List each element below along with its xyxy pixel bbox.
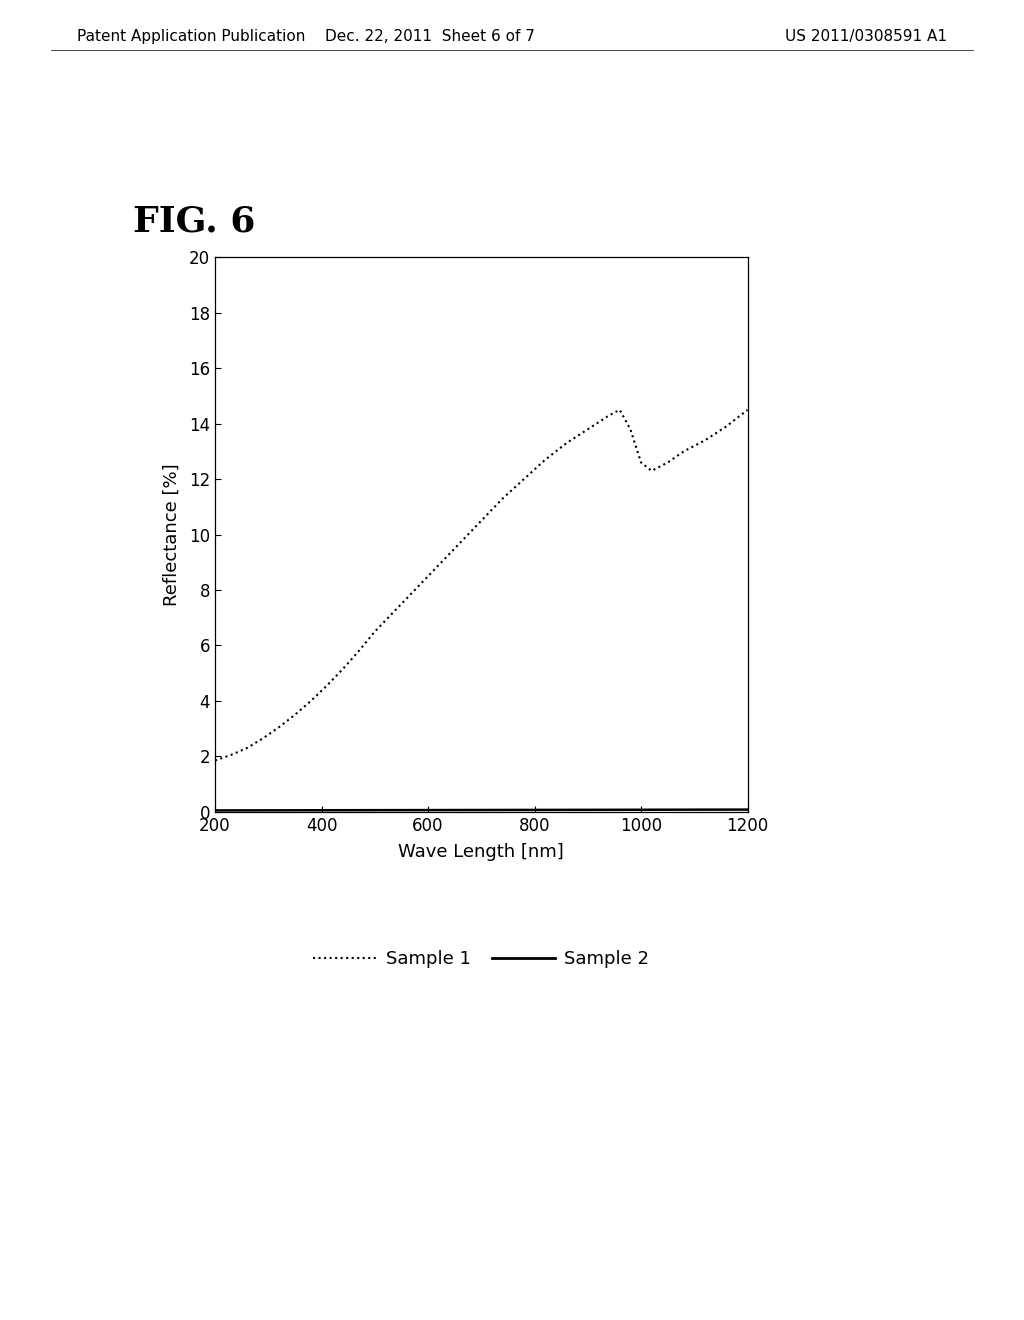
Text: Dec. 22, 2011  Sheet 6 of 7: Dec. 22, 2011 Sheet 6 of 7 (326, 29, 535, 44)
Text: Patent Application Publication: Patent Application Publication (77, 29, 305, 44)
Y-axis label: Reflectance [%]: Reflectance [%] (163, 463, 180, 606)
Legend: Sample 1, Sample 2: Sample 1, Sample 2 (306, 942, 656, 975)
Text: US 2011/0308591 A1: US 2011/0308591 A1 (785, 29, 947, 44)
X-axis label: Wave Length [nm]: Wave Length [nm] (398, 843, 564, 861)
Text: FIG. 6: FIG. 6 (133, 205, 256, 239)
